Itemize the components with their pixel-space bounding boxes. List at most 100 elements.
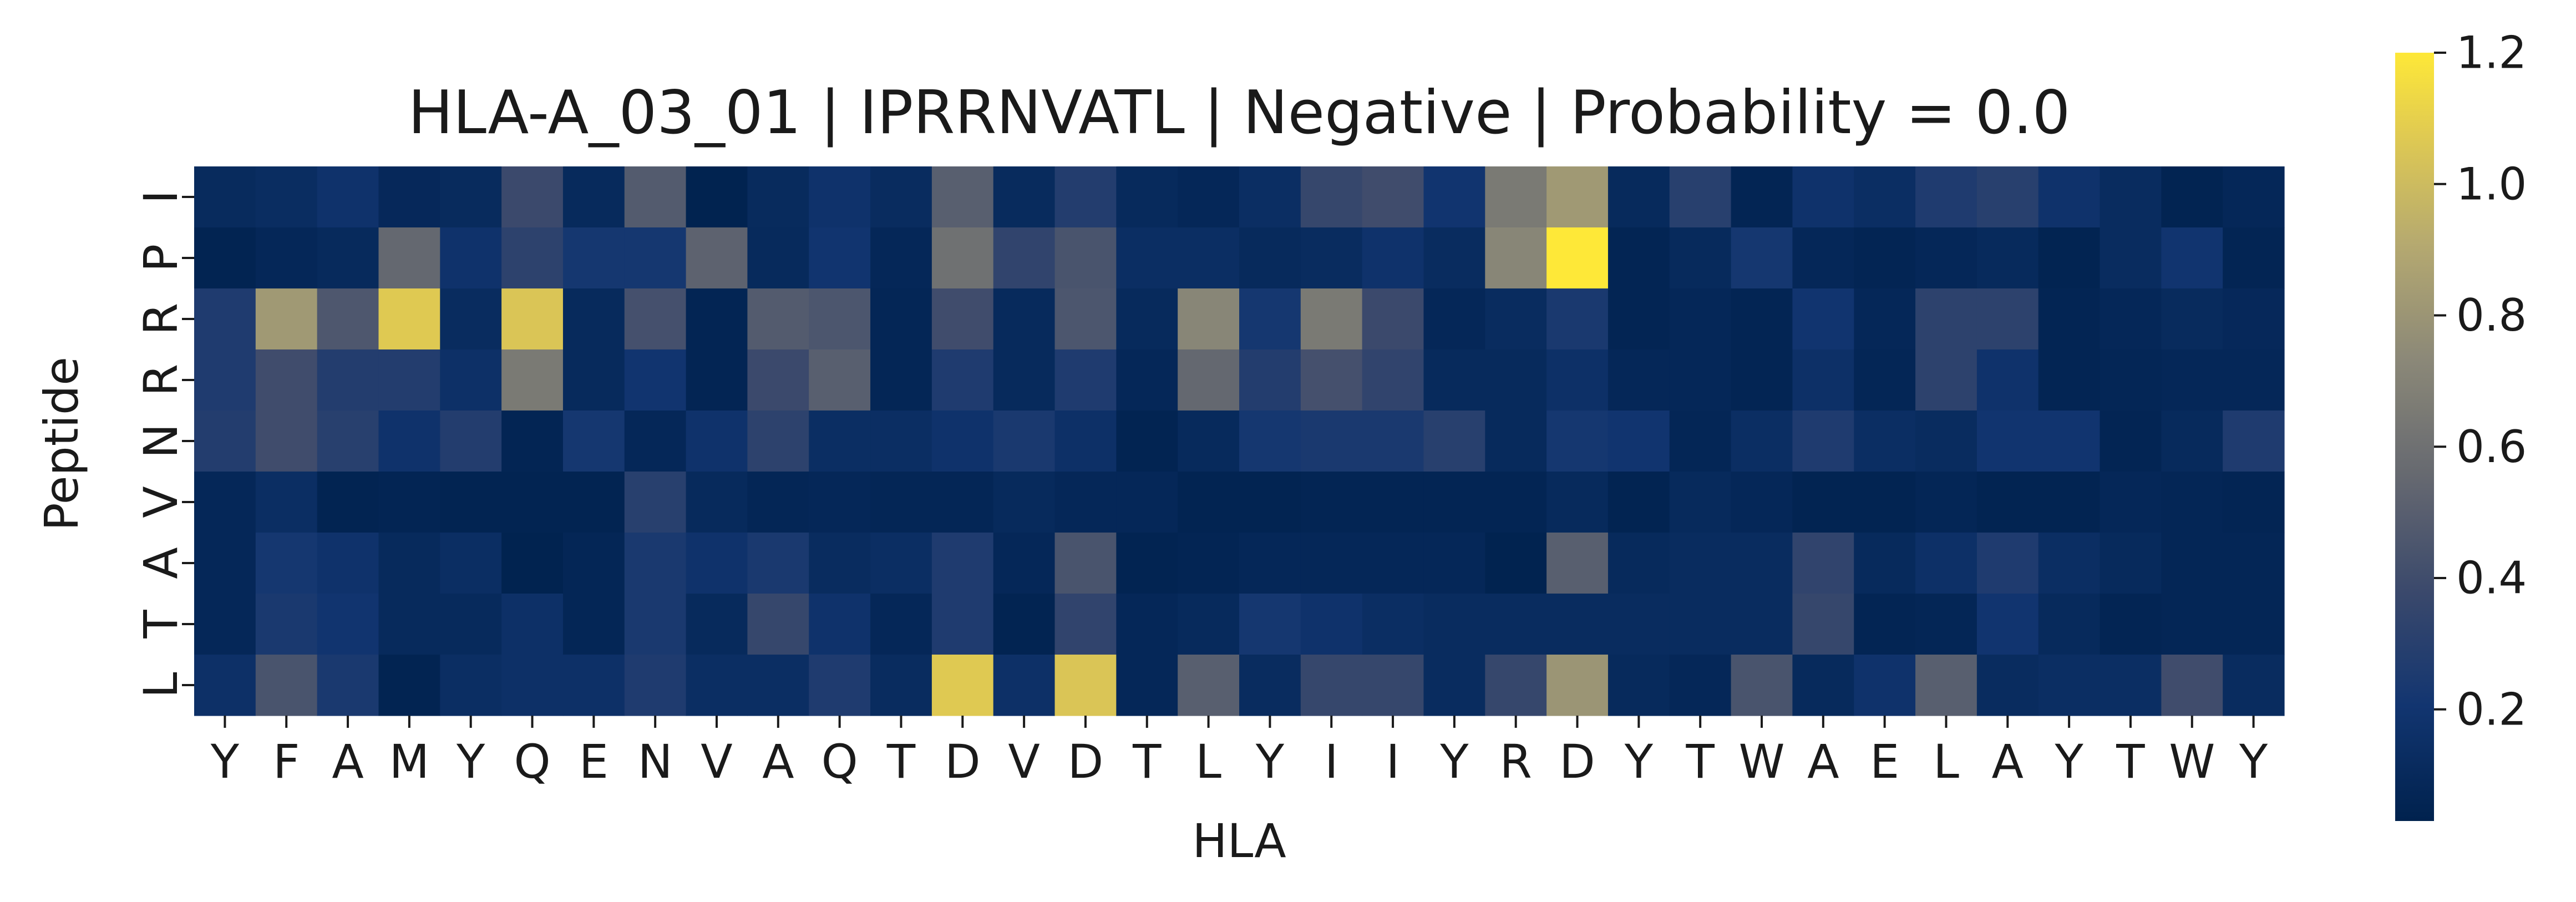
x-tick-label: A — [762, 734, 794, 789]
heatmap-cell — [686, 472, 748, 533]
heatmap-cell — [1362, 472, 1424, 533]
heatmap-cell — [1915, 288, 1977, 350]
heatmap-cell — [255, 472, 318, 533]
heatmap-cell — [1178, 655, 1240, 716]
heatmap-cell — [1423, 655, 1485, 716]
heatmap-cell — [2161, 227, 2223, 289]
heatmap-cell — [809, 655, 871, 716]
y-tick-label: V — [134, 486, 188, 518]
heatmap-cell — [624, 533, 687, 594]
heatmap-cell — [501, 166, 564, 228]
heatmap-cell — [2038, 655, 2101, 716]
colorbar-ticks: 0.2 0.4 0.6 0.8 1.0 1.2 — [2434, 27, 2527, 735]
colorbar — [2395, 53, 2434, 821]
colorbar-tick-label: 0.8 — [2456, 290, 2527, 341]
heatmap-cell — [562, 288, 625, 350]
x-tick-label: Y — [210, 734, 240, 789]
x-tick-label: W — [1738, 734, 1784, 789]
y-tick-label: A — [134, 547, 188, 579]
heatmap-cell — [2223, 472, 2285, 533]
heatmap-cell — [1485, 411, 1547, 472]
heatmap-cell — [1054, 472, 1117, 533]
heatmap-cell — [809, 288, 871, 350]
heatmap-cell — [1792, 349, 1854, 411]
heatmap-cell — [501, 227, 564, 289]
heatmap-cell — [440, 288, 502, 350]
heatmap-cell — [1423, 411, 1485, 472]
heatmap-cell — [1731, 411, 1793, 472]
heatmap-cell — [1854, 533, 1916, 594]
heatmap-cell — [1915, 655, 1977, 716]
heatmap-cell — [1178, 533, 1240, 594]
heatmap-cell — [747, 349, 809, 411]
heatmap-cell — [501, 411, 564, 472]
x-tick-label: D — [1559, 734, 1595, 789]
heatmap-cell — [624, 472, 687, 533]
heatmap-cell — [809, 411, 871, 472]
heatmap-cell — [993, 288, 1056, 350]
heatmap-cell — [1362, 594, 1424, 655]
x-tick-label: Y — [456, 734, 485, 789]
heatmap-cell — [255, 288, 318, 350]
heatmap-cell — [1915, 227, 1977, 289]
heatmap-cell — [1608, 655, 1670, 716]
x-tick-label: T — [1132, 734, 1162, 789]
heatmap-cell — [255, 349, 318, 411]
colorbar-tick-label: 0.6 — [2456, 421, 2527, 473]
heatmap-cell — [1669, 594, 1732, 655]
heatmap-cell — [2161, 533, 2223, 594]
heatmap-cell — [1423, 227, 1485, 289]
heatmap-cell — [1178, 288, 1240, 350]
heatmap-cell — [501, 533, 564, 594]
heatmap-cell — [1608, 472, 1670, 533]
heatmap-cell — [747, 533, 809, 594]
heatmap-cell — [993, 227, 1056, 289]
heatmap-cell — [870, 411, 932, 472]
heatmap-cell — [809, 166, 871, 228]
y-tick-label: R — [134, 303, 188, 335]
heatmap-cell — [686, 288, 748, 350]
heatmap-cell — [686, 411, 748, 472]
heatmap-cell — [1669, 655, 1732, 716]
heatmap-cell — [1669, 533, 1732, 594]
heatmap-cell — [993, 533, 1056, 594]
heatmap-cell — [931, 166, 994, 228]
heatmap-cell — [747, 288, 809, 350]
heatmap-cell — [1485, 166, 1547, 228]
heatmap-cell — [686, 533, 748, 594]
heatmap-cell — [809, 594, 871, 655]
heatmap-cell — [562, 655, 625, 716]
heatmap-cell — [255, 227, 318, 289]
heatmap-cell — [931, 349, 994, 411]
heatmap-cell — [2100, 411, 2162, 472]
heatmap-cell — [931, 411, 994, 472]
heatmap-cell — [2161, 594, 2223, 655]
heatmap-cell — [747, 472, 809, 533]
heatmap-cell — [1792, 227, 1854, 289]
heatmap-cell — [2161, 349, 2223, 411]
heatmap-cell — [747, 227, 809, 289]
heatmap-cell — [1976, 472, 2039, 533]
heatmap-cell — [1608, 288, 1670, 350]
heatmap-cell — [562, 411, 625, 472]
heatmap-cell — [1300, 166, 1363, 228]
heatmap-cell — [255, 655, 318, 716]
heatmap-cell — [2223, 288, 2285, 350]
heatmap-cell — [440, 411, 502, 472]
x-tick-label: R — [1500, 734, 1532, 789]
x-tick-label: V — [701, 734, 732, 789]
heatmap-cell — [562, 166, 625, 228]
heatmap-cell — [1608, 533, 1670, 594]
heatmap-cell — [562, 594, 625, 655]
heatmap-cell — [1054, 349, 1117, 411]
heatmap-cell — [1854, 288, 1916, 350]
heatmap-cell — [1915, 411, 1977, 472]
heatmap-cell — [501, 655, 564, 716]
heatmap-cell — [1976, 227, 2039, 289]
heatmap-cell — [1485, 288, 1547, 350]
heatmap-cell — [2161, 166, 2223, 228]
heatmap-cell — [1731, 594, 1793, 655]
heatmap-cell — [2038, 349, 2101, 411]
x-tick-label: E — [579, 734, 608, 789]
